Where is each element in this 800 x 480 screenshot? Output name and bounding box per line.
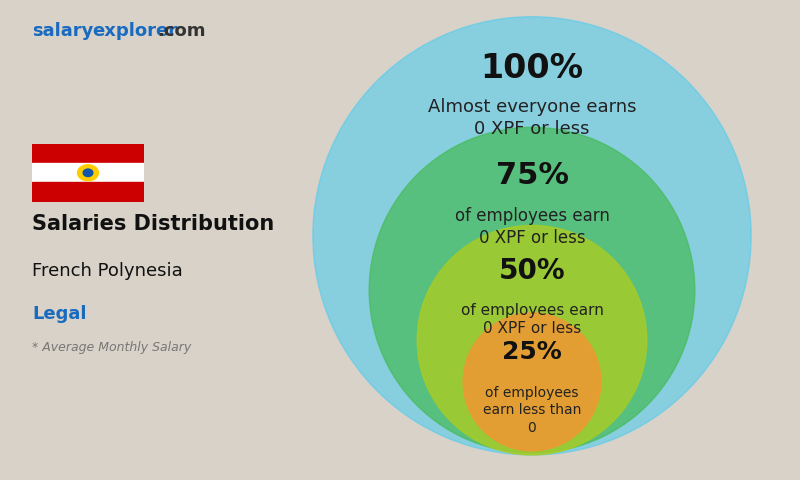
Text: 50%: 50% [498, 257, 566, 285]
Circle shape [78, 165, 98, 181]
Text: Legal: Legal [32, 305, 86, 323]
Text: of employees
earn less than
0: of employees earn less than 0 [483, 386, 581, 435]
Circle shape [370, 127, 694, 453]
Text: .com: .com [158, 22, 206, 40]
Text: of employees earn
0 XPF or less: of employees earn 0 XPF or less [461, 302, 603, 336]
Text: salary: salary [32, 22, 94, 40]
Bar [32, 182, 144, 202]
Text: French Polynesia: French Polynesia [32, 262, 182, 279]
Text: 75%: 75% [495, 161, 569, 190]
Text: * Average Monthly Salary: * Average Monthly Salary [32, 341, 191, 354]
Text: 25%: 25% [502, 340, 562, 364]
Bar [32, 144, 144, 163]
Text: of employees earn
0 XPF or less: of employees earn 0 XPF or less [454, 206, 610, 247]
Circle shape [83, 169, 93, 177]
Circle shape [313, 17, 751, 455]
Text: Salaries Distribution: Salaries Distribution [32, 214, 274, 234]
Bar [32, 163, 144, 182]
Circle shape [418, 226, 646, 455]
Text: Almost everyone earns
0 XPF or less: Almost everyone earns 0 XPF or less [428, 98, 636, 138]
Circle shape [463, 313, 601, 451]
Text: explorer: explorer [92, 22, 177, 40]
Text: 100%: 100% [481, 52, 583, 85]
